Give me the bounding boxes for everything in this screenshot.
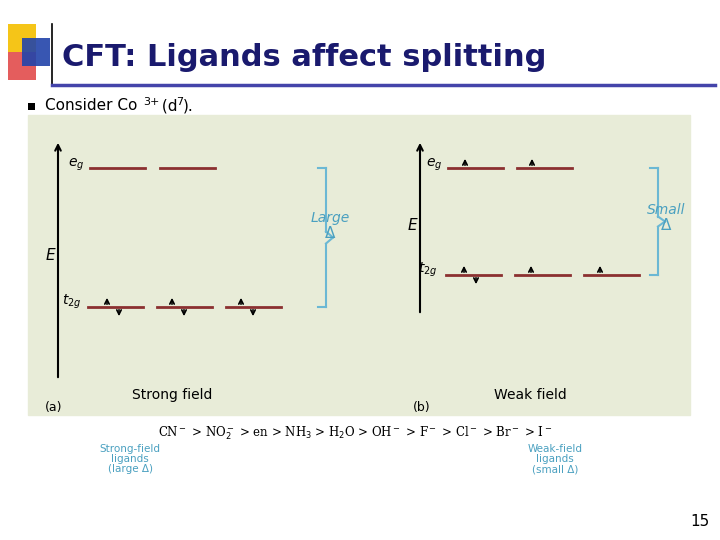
Text: 15: 15 bbox=[690, 515, 710, 530]
Text: (large Δ): (large Δ) bbox=[107, 464, 153, 474]
Text: E: E bbox=[45, 247, 55, 262]
Text: CFT: Ligands affect splitting: CFT: Ligands affect splitting bbox=[62, 44, 546, 72]
Text: $t_{2g}$: $t_{2g}$ bbox=[62, 293, 81, 311]
FancyBboxPatch shape bbox=[8, 52, 36, 80]
Text: Strong-field: Strong-field bbox=[99, 444, 161, 454]
FancyBboxPatch shape bbox=[22, 38, 50, 66]
Text: ligands: ligands bbox=[111, 454, 149, 464]
FancyBboxPatch shape bbox=[28, 115, 690, 415]
Text: E: E bbox=[408, 218, 417, 233]
FancyBboxPatch shape bbox=[8, 24, 36, 52]
Text: (d: (d bbox=[157, 98, 178, 113]
Text: Strong field: Strong field bbox=[132, 388, 212, 402]
Text: CN$^-$ > NO$_2^-$ > en > NH$_3$ > H$_2$O > OH$^-$ > F$^-$ > Cl$^-$ > Br$^-$ > I$: CN$^-$ > NO$_2^-$ > en > NH$_3$ > H$_2$O… bbox=[158, 424, 552, 442]
Text: 3+: 3+ bbox=[143, 97, 159, 107]
Text: Weak field: Weak field bbox=[494, 388, 567, 402]
Text: Weak-field: Weak-field bbox=[528, 444, 582, 454]
Text: (a): (a) bbox=[45, 401, 63, 414]
Text: $e_g$: $e_g$ bbox=[68, 157, 84, 173]
Text: ligands: ligands bbox=[536, 454, 574, 464]
Text: 7: 7 bbox=[176, 97, 183, 107]
Text: Large: Large bbox=[310, 211, 350, 225]
Text: ).: ). bbox=[183, 98, 194, 113]
Text: Δ: Δ bbox=[325, 226, 336, 241]
Text: $e_g$: $e_g$ bbox=[426, 157, 442, 173]
Text: Consider Co: Consider Co bbox=[45, 98, 138, 113]
Text: (b): (b) bbox=[413, 401, 431, 414]
Text: (small Δ): (small Δ) bbox=[532, 464, 578, 474]
Text: Small: Small bbox=[647, 203, 685, 217]
Text: Δ: Δ bbox=[661, 219, 671, 233]
Text: $t_{2g}$: $t_{2g}$ bbox=[418, 261, 438, 279]
FancyBboxPatch shape bbox=[28, 103, 35, 110]
